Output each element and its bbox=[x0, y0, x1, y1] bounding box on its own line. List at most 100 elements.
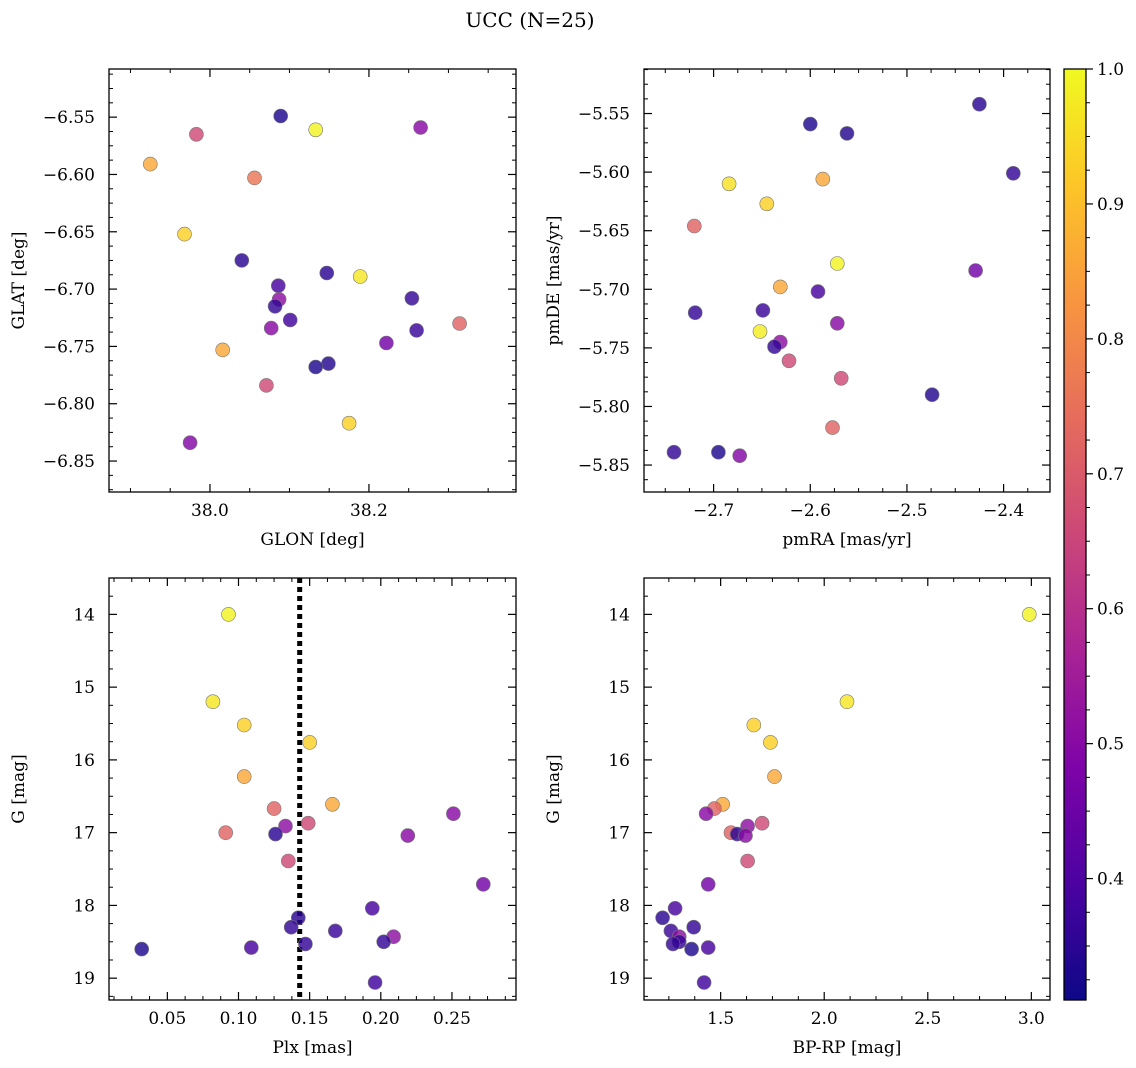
scatter-point bbox=[829, 256, 845, 271]
scatter-point bbox=[280, 853, 296, 869]
y-tick-label: 15 bbox=[608, 678, 630, 698]
scatter-point bbox=[721, 176, 737, 192]
scatter-point bbox=[666, 444, 682, 460]
scatter-point bbox=[700, 940, 716, 955]
scatter-point bbox=[755, 303, 771, 318]
scatter-point bbox=[446, 806, 461, 822]
x-tick-label: 0.20 bbox=[362, 1009, 400, 1029]
y-tick-label: 16 bbox=[73, 751, 95, 771]
y-tick-label: 15 bbox=[73, 678, 95, 698]
scatter-point bbox=[236, 717, 252, 733]
x-axis-label: BP-RP [mag] bbox=[793, 1038, 902, 1058]
scatter-point bbox=[839, 694, 855, 710]
scatter-point bbox=[234, 253, 250, 268]
scatter-point bbox=[655, 910, 670, 926]
scatter-point bbox=[746, 717, 762, 733]
scatter-point bbox=[815, 171, 831, 187]
scatter-point bbox=[404, 290, 420, 306]
scatter-point bbox=[300, 815, 316, 831]
scatter-point bbox=[364, 900, 380, 916]
panel-1: 38.0 38.2 −6.55 −6.60 −6.65 −6.70 −6.75 −6.80 −6… bbox=[9, 68, 517, 550]
scatter-point bbox=[452, 316, 467, 331]
y-tick-label: 16 bbox=[608, 751, 630, 771]
y-tick-label: −5.60 bbox=[578, 163, 630, 183]
y-tick-label: −5.80 bbox=[578, 397, 630, 417]
x-tick-label: 2.5 bbox=[914, 1009, 941, 1029]
scatter-point bbox=[667, 900, 683, 916]
scatter-point bbox=[698, 806, 714, 822]
y-axis-label: G [mag] bbox=[544, 754, 564, 823]
scatter-point bbox=[1022, 607, 1037, 622]
x-tick-label: −2.6 bbox=[790, 501, 831, 521]
scatter-point bbox=[802, 116, 818, 132]
scatter-point bbox=[215, 342, 230, 358]
y-tick-label: −6.80 bbox=[43, 395, 95, 415]
y-tick-label: −6.70 bbox=[43, 280, 95, 300]
scatter-point bbox=[325, 796, 340, 812]
scatter-point bbox=[379, 335, 394, 351]
y-tick-label: 19 bbox=[73, 969, 95, 989]
scatter-point bbox=[273, 108, 289, 124]
scatter-point bbox=[134, 941, 149, 957]
scatter-point bbox=[341, 415, 357, 431]
x-tick-label: 3.0 bbox=[1018, 1009, 1045, 1029]
scatter-point bbox=[182, 435, 198, 451]
scatter-point bbox=[413, 120, 428, 135]
y-tick-label: 14 bbox=[73, 605, 95, 625]
scatter-point bbox=[302, 735, 318, 750]
scatter-point bbox=[177, 226, 192, 242]
x-tick-label: −2.5 bbox=[886, 501, 927, 521]
scatter-point bbox=[244, 940, 259, 955]
figure-title: UCC (N=25) bbox=[465, 8, 594, 32]
y-tick-label: −6.65 bbox=[43, 223, 95, 243]
colorbar-tick-label: 0.8 bbox=[1097, 330, 1124, 350]
scatter-point bbox=[221, 607, 236, 622]
scatter-point bbox=[189, 127, 204, 142]
scatter-point bbox=[759, 196, 775, 212]
y-tick-label: −5.85 bbox=[578, 456, 630, 476]
x-tick-label: 38.2 bbox=[350, 501, 388, 521]
scatter-point bbox=[767, 769, 782, 784]
panel-3: 0.05 0.10 0.15 0.20 0.25 14 15 16 17 18 19 Plx [mas… bbox=[9, 577, 517, 1058]
y-tick-label: −6.85 bbox=[43, 452, 95, 472]
scatter-point bbox=[738, 828, 753, 843]
colorbar-tick-label: 0.4 bbox=[1097, 870, 1124, 890]
axes-frame bbox=[643, 577, 1051, 1001]
scatter-point bbox=[772, 279, 788, 295]
scatter-point bbox=[839, 126, 855, 141]
scatter-point bbox=[700, 876, 716, 892]
y-tick-label: −5.75 bbox=[578, 339, 630, 359]
x-tick-label: −2.4 bbox=[983, 501, 1024, 521]
y-axis-label: GLAT [deg] bbox=[9, 231, 29, 329]
scatter-point bbox=[711, 444, 726, 460]
scatter-point bbox=[270, 278, 286, 294]
scatter-point bbox=[282, 312, 298, 328]
scatter-point bbox=[327, 923, 343, 939]
scatter-point bbox=[308, 359, 324, 375]
scatter-point bbox=[319, 265, 335, 281]
y-axis-label: G [mag] bbox=[9, 754, 29, 823]
scatter-point bbox=[696, 975, 712, 990]
scatter-point bbox=[205, 694, 221, 710]
scatter-point bbox=[409, 323, 424, 338]
scatter-point bbox=[825, 420, 840, 435]
y-tick-label: 14 bbox=[608, 605, 630, 625]
colorbar-tick-label: 0.6 bbox=[1097, 600, 1124, 620]
x-tick-label: 0.15 bbox=[291, 1009, 329, 1029]
y-tick-label: −5.70 bbox=[578, 280, 630, 300]
scatter-point bbox=[767, 339, 782, 355]
colorbar-tick-label: 0.9 bbox=[1097, 195, 1124, 215]
scatter-point bbox=[687, 305, 703, 321]
scatter-point bbox=[732, 448, 748, 464]
scatter-point bbox=[810, 284, 826, 299]
scatter-point bbox=[686, 919, 702, 935]
axes-frame bbox=[643, 68, 1051, 493]
x-tick-label: 0.05 bbox=[148, 1009, 186, 1029]
scatter-point bbox=[236, 769, 252, 784]
scatter-point bbox=[283, 919, 299, 935]
x-axis-label: Plx [mas] bbox=[272, 1038, 352, 1058]
scatter-point bbox=[972, 96, 987, 112]
x-tick-label: 2.0 bbox=[811, 1009, 838, 1029]
colorbar-tick-label: 1.0 bbox=[1097, 60, 1124, 80]
